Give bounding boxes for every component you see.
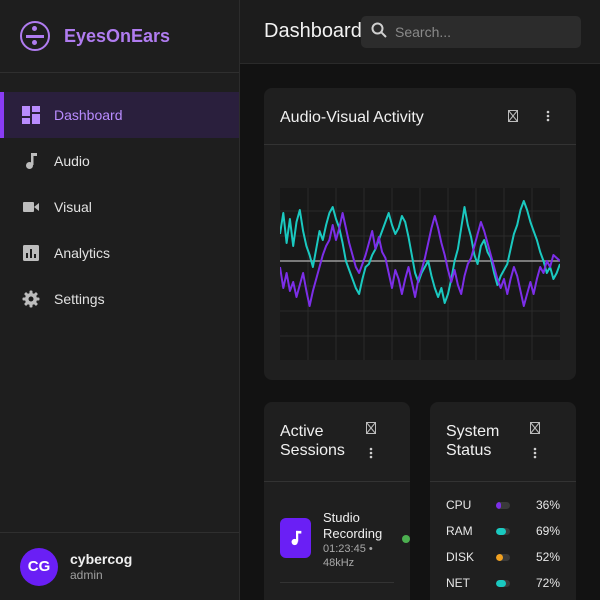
sidebar-item-visual[interactable]: Visual: [0, 184, 239, 230]
more-vert-icon[interactable]: [364, 445, 378, 461]
stat-label: DISK: [446, 550, 475, 564]
fullscreen-icon[interactable]: [364, 420, 378, 436]
top-bar: Dashboard: [240, 0, 600, 64]
stat-value: 69%: [535, 524, 560, 538]
fullscreen-icon[interactable]: [506, 108, 520, 124]
analytics-icon: [22, 244, 40, 262]
videocam-icon: [22, 198, 40, 216]
more-vert-icon[interactable]: [528, 445, 542, 461]
search-box[interactable]: [361, 16, 581, 48]
music-note-icon: [22, 152, 40, 170]
stat-value: 36%: [535, 498, 560, 512]
user-profile[interactable]: CG cybercog admin: [0, 532, 239, 600]
card-title: Audio-Visual Activity: [280, 109, 424, 126]
stat-label: RAM: [446, 524, 473, 538]
activity-chart: [280, 188, 560, 360]
app-name: EyesOnEars: [64, 25, 171, 46]
sidebar: EyesOnEars Dashboard Audio Visual Analyt…: [0, 0, 240, 600]
user-role: admin: [70, 568, 103, 582]
stat-label: CPU: [446, 498, 472, 512]
search-input[interactable]: [395, 24, 565, 40]
sidebar-item-dashboard[interactable]: Dashboard: [0, 92, 239, 138]
stat-row-net: NET 72%: [446, 575, 560, 591]
purple-series-line: [280, 212, 560, 307]
page-title: Dashboard: [264, 20, 362, 42]
ram-bar: [496, 528, 510, 535]
sidebar-item-analytics[interactable]: Analytics: [0, 230, 239, 276]
stat-row-cpu: CPU 36%: [446, 497, 560, 513]
sidebar-item-audio[interactable]: Audio: [0, 138, 239, 184]
status-dot: [402, 535, 410, 543]
teal-series-line: [280, 200, 560, 304]
more-vert-icon[interactable]: [541, 108, 555, 124]
cpu-bar: [496, 502, 510, 509]
search-icon: [371, 22, 387, 43]
eyesonears-logo-icon: [20, 21, 50, 51]
stat-row-ram: RAM 69%: [446, 523, 560, 539]
sidebar-item-label: Settings: [54, 291, 105, 307]
card-title: System Status: [446, 423, 500, 459]
sidebar-nav: Dashboard Audio Visual Analytics Setting…: [0, 92, 239, 322]
avatar: CG: [20, 547, 58, 586]
session-meta: 01:23:45 • 48kHz: [323, 543, 373, 569]
sidebar-item-label: Audio: [54, 153, 90, 169]
fullscreen-icon[interactable]: [528, 420, 542, 436]
disk-bar: [496, 554, 510, 561]
session-title: Studio Recording: [323, 510, 383, 541]
stat-label: NET: [446, 576, 470, 590]
net-bar: [496, 580, 510, 587]
brand[interactable]: EyesOnEars: [0, 0, 239, 73]
card-title: Active Sessions: [280, 423, 345, 459]
dashboard-icon: [22, 106, 40, 124]
sidebar-item-label: Analytics: [54, 245, 111, 261]
stat-value: 72%: [535, 576, 560, 590]
activity-card: Audio-Visual Activity: [264, 88, 576, 380]
stat-row-disk: DISK 52%: [446, 549, 560, 565]
sidebar-item-label: Visual: [54, 199, 92, 215]
sidebar-item-label: Dashboard: [54, 107, 123, 123]
stat-value: 52%: [535, 550, 560, 564]
gear-icon: [22, 290, 40, 308]
system-status-card: System Status CPU 36% RAM 69% DISK 52% N…: [430, 402, 576, 600]
active-sessions-card: Active Sessions Studio Recording 01:23:4…: [264, 402, 410, 600]
user-name: cybercog: [70, 551, 133, 567]
music-note-icon: [280, 518, 311, 558]
sidebar-item-settings[interactable]: Settings: [0, 276, 239, 322]
